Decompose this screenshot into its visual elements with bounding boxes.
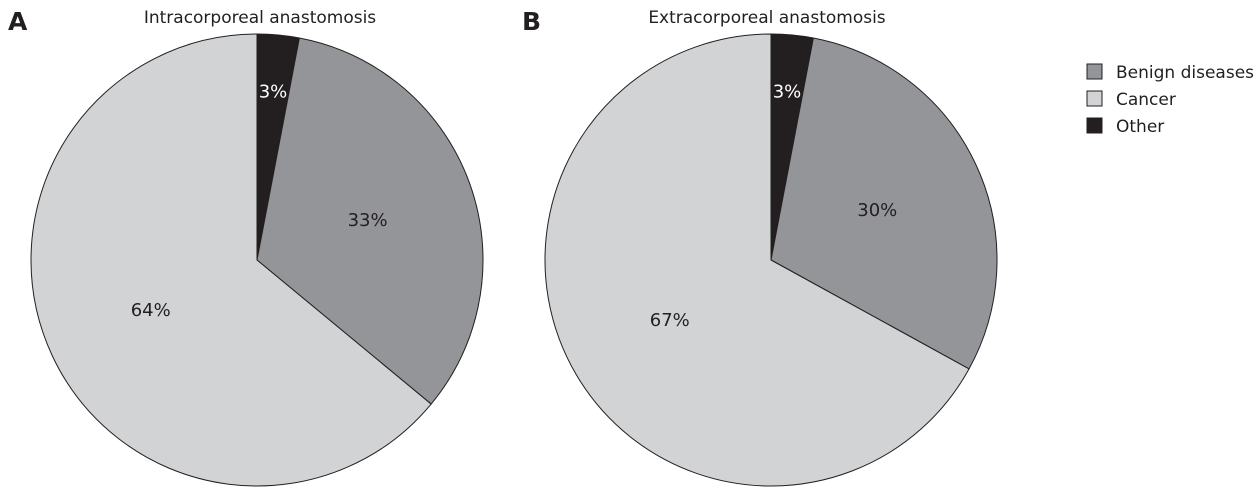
pie-a-labels: 3% 33% 64% xyxy=(131,81,388,321)
legend-label-benign-diseases: Benign diseases xyxy=(1116,63,1254,83)
pie-b-labels: 3% 30% 67% xyxy=(650,81,898,330)
pie-b-label-benign-diseases: 30% xyxy=(857,200,897,221)
pie-chart-a: A Intracorporeal anastomosis 3% 33% 64% xyxy=(8,7,484,487)
pie-b-slice-benign-diseases xyxy=(770,37,998,370)
pie-b-label-other: 3% xyxy=(773,81,802,102)
pie-b-slice-cancer xyxy=(544,33,970,487)
pie-b-slices xyxy=(544,33,998,487)
pie-a-slice-benign-diseases xyxy=(256,37,484,405)
pie-a-label-cancer: 64% xyxy=(131,300,171,321)
pie-a-label-other: 3% xyxy=(259,81,288,102)
legend-swatch-other xyxy=(1086,117,1103,134)
pie-a-label-benign-diseases: 33% xyxy=(348,210,388,231)
panel-label-b: B xyxy=(522,7,541,36)
pie-chart-b: B Extracorporeal anastomosis 3% 30% 67% xyxy=(522,7,998,487)
legend: Benign diseases Cancer Other xyxy=(1086,63,1254,137)
legend-label-cancer: Cancer xyxy=(1116,90,1176,110)
pie-b-title: Extracorporeal anastomosis xyxy=(648,8,885,28)
legend-label-other: Other xyxy=(1116,117,1164,137)
pie-a-slices xyxy=(30,33,484,487)
pie-b-label-cancer: 67% xyxy=(650,310,690,331)
pie-a-title: Intracorporeal anastomosis xyxy=(144,8,376,28)
pie-a-slice-cancer xyxy=(30,33,432,487)
panel-label-a: A xyxy=(8,7,28,36)
legend-swatch-benign-diseases xyxy=(1086,63,1103,80)
legend-swatch-cancer xyxy=(1086,90,1103,107)
